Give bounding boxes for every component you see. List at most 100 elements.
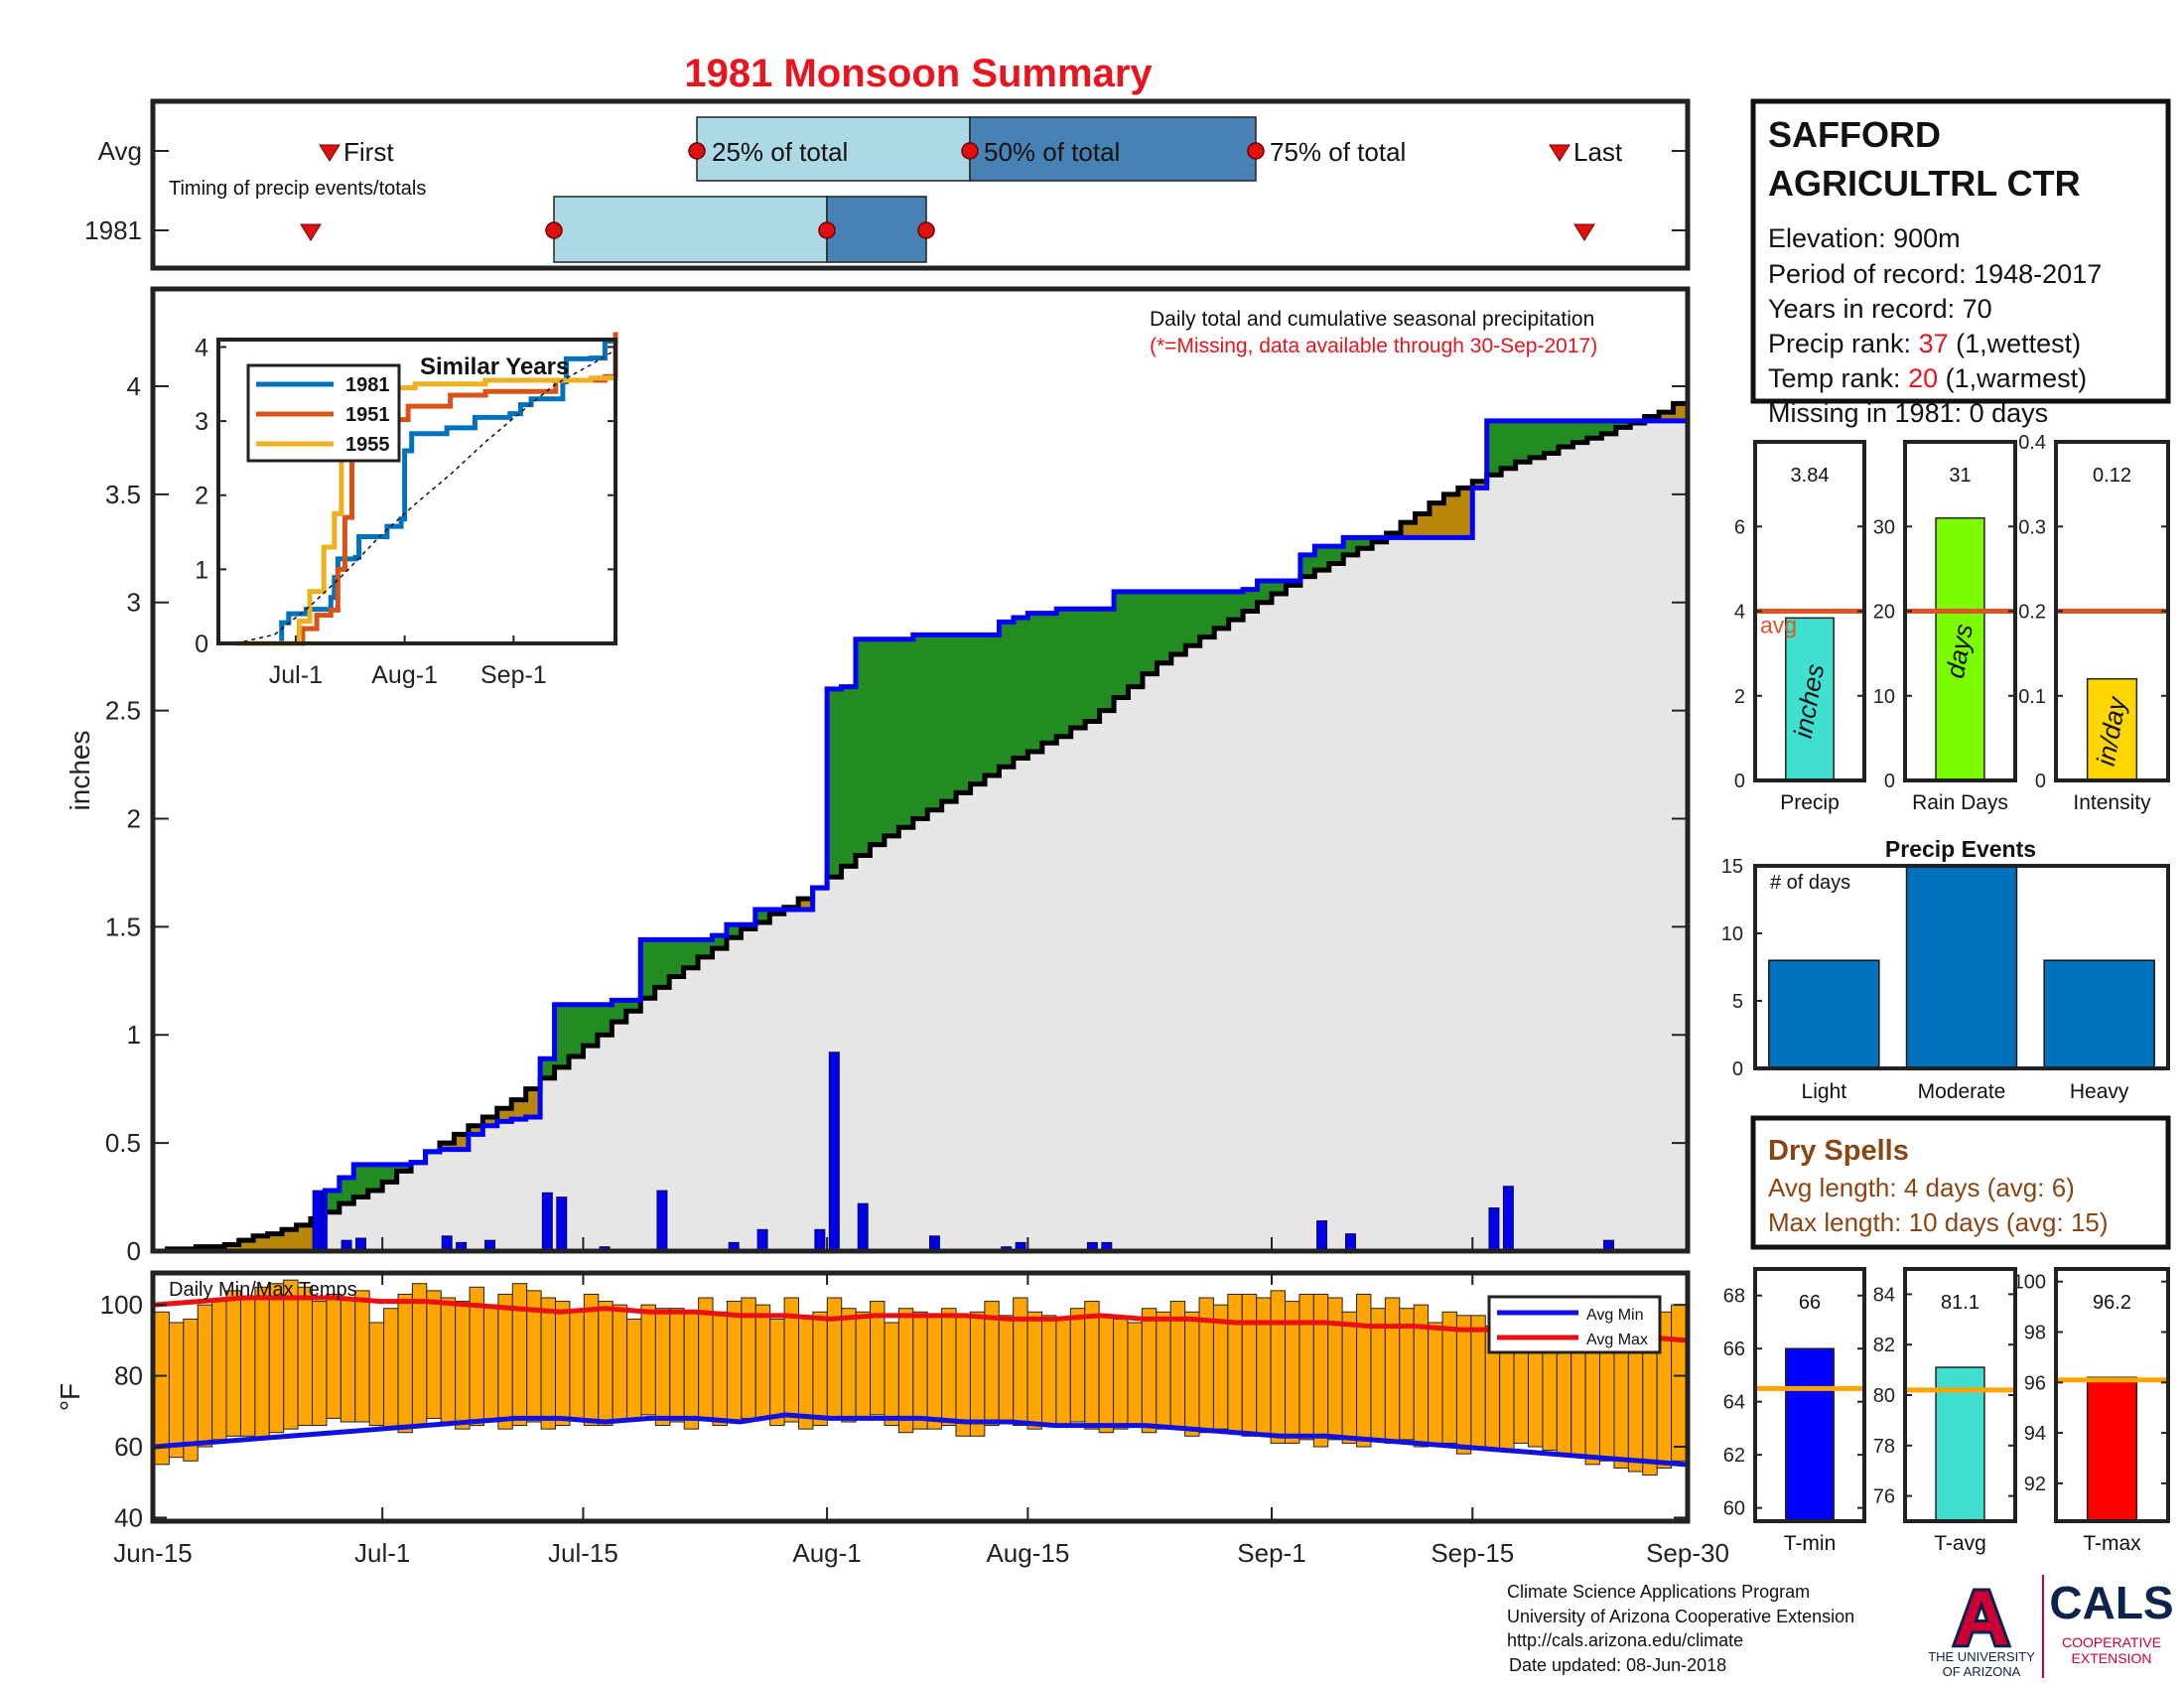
dry-spells-frame (1750, 1115, 2171, 1250)
deficit-area (454, 1134, 470, 1150)
surplus-area (898, 638, 914, 828)
surplus-area (870, 638, 886, 845)
cals-line-2: EXTENSION (2072, 1650, 2152, 1666)
surplus-area (1486, 420, 1502, 476)
inset-y-tick-label: 1 (195, 556, 208, 584)
temp-y-axis-label: °F (55, 1383, 85, 1411)
station-precip-rank: Precip rank: 37 (1,wettest) (1768, 329, 2081, 358)
deficit-area (1673, 403, 1689, 421)
raindays-value: 31 (1949, 465, 1971, 487)
surplus-area (1041, 613, 1057, 744)
station-temp-rank: Temp rank: 20 (1,warmest) (1768, 363, 2087, 393)
temp-range-bar (1671, 1304, 1687, 1462)
tavg-y-tick-label: 78 (1873, 1436, 1895, 1458)
intensity-y-tick-label: 0.1 (2018, 686, 2046, 708)
surplus-area (754, 909, 770, 923)
surplus-area (569, 1004, 585, 1057)
temp-range-bar (397, 1293, 413, 1434)
surplus-area (669, 939, 685, 977)
surplus-area (912, 634, 928, 819)
surplus-area (1357, 537, 1373, 549)
surplus-area (1214, 591, 1230, 629)
temp-range-bar (383, 1308, 399, 1430)
temp-range-bar (239, 1297, 256, 1437)
daily-precip-bar (1316, 1220, 1328, 1252)
tavg-bar (1935, 1366, 1985, 1522)
surplus-area (1586, 420, 1602, 439)
year-75-marker (917, 221, 935, 239)
temp-range-bar (1156, 1311, 1171, 1430)
footer-credits: Climate Science Applications Program Uni… (1507, 1582, 1854, 1675)
daily-precip-bar (312, 1190, 324, 1252)
surplus-area (1085, 609, 1101, 722)
surplus-area (927, 634, 943, 810)
temp-range-bar (1327, 1297, 1343, 1441)
date-tick-label: Aug-1 (792, 1538, 861, 1568)
intensity-value: 0.12 (2093, 465, 2131, 487)
surplus-area (396, 1164, 412, 1172)
event-category-label: Moderate (1918, 1080, 2006, 1103)
main-y-tick-label: 3 (127, 588, 141, 618)
surplus-area (1515, 420, 1531, 463)
inset-legend-label-1951: 1951 (345, 404, 390, 426)
date-tick-label: Sep-30 (1646, 1538, 1729, 1568)
tmax-y-tick-label: 98 (2024, 1323, 2046, 1344)
deficit-area (1401, 522, 1417, 538)
summary-bar-panels: 02463.84inchesavgPrecip010203031daysRain… (1723, 432, 2170, 1555)
surplus-area (654, 939, 670, 988)
inset-y-tick-label: 4 (195, 334, 208, 361)
surplus-area (1128, 591, 1144, 687)
tmax-y-tick-label: 96 (2024, 1372, 2046, 1394)
timing-panel: Avg 1981 Timing of precip events/totals … (84, 98, 1691, 271)
year-50-75-box (826, 196, 927, 263)
temp-range-bar (926, 1315, 943, 1430)
avg-first-label: First (343, 137, 394, 167)
temp-range-bar (912, 1311, 928, 1430)
raindays-bar (1935, 516, 1985, 781)
main-y-tick-label: 2.5 (105, 696, 141, 726)
surplus-area (841, 686, 857, 867)
current-year-cumulative-line (153, 418, 1688, 1254)
temp-range-bar (211, 1301, 227, 1441)
station-name-line-1: SAFFORD (1768, 114, 1941, 155)
dry-spells-max: Max length: 10 days (avg: 15) (1768, 1207, 2109, 1237)
surplus-area (1601, 420, 1617, 434)
surplus-area (827, 688, 843, 878)
date-tick-label: Jul-1 (354, 1538, 410, 1568)
tmin-y-tick-label: 62 (1723, 1445, 1745, 1467)
ua-name-line-2: OF ARIZONA (1943, 1664, 2021, 1679)
surplus-area (353, 1164, 369, 1197)
surplus-area (1056, 609, 1072, 737)
raindays-y-tick-label: 20 (1873, 602, 1895, 624)
temp-range-bar (455, 1301, 471, 1430)
temp-range-bar (1356, 1293, 1372, 1448)
intensity-x-label: Intensity (2073, 791, 2151, 814)
daily-precip-bar (541, 1192, 553, 1252)
tavg-y-tick-label: 82 (1873, 1335, 1895, 1356)
temp-range-bar (411, 1283, 428, 1427)
footer-line-4: Date updated: 08-Jun-2018 (1509, 1655, 1726, 1675)
temp-range-bar (897, 1308, 914, 1434)
temp-range-bar (1040, 1315, 1057, 1427)
temp-range-bar (969, 1311, 986, 1437)
temp-range-bar (254, 1286, 270, 1441)
events-y-tick-label: 0 (1732, 1058, 1743, 1080)
surplus-area (1271, 580, 1288, 595)
temp-y-tick-label: 60 (114, 1432, 143, 1462)
surplus-area (367, 1164, 383, 1192)
temp-range-bar (626, 1318, 642, 1419)
intensity-y-tick-label: 0.3 (2018, 516, 2046, 538)
inset-legend-label-1955: 1955 (345, 434, 390, 456)
temp-range-bar (1455, 1315, 1472, 1455)
surplus-area (597, 1004, 613, 1036)
year-25-50-box (553, 196, 828, 263)
events-title: Precip Events (1885, 836, 2036, 862)
temp-range-bar (440, 1297, 457, 1423)
tmin-y-tick-label: 64 (1723, 1392, 1745, 1414)
surplus-area (1243, 589, 1259, 612)
precip-value: 3.84 (1791, 465, 1830, 487)
date-tick-label: Sep-1 (1237, 1538, 1305, 1568)
event-bar-light (1768, 959, 1880, 1069)
year-first-marker (300, 223, 322, 241)
tmin-bar (1785, 1347, 1835, 1522)
